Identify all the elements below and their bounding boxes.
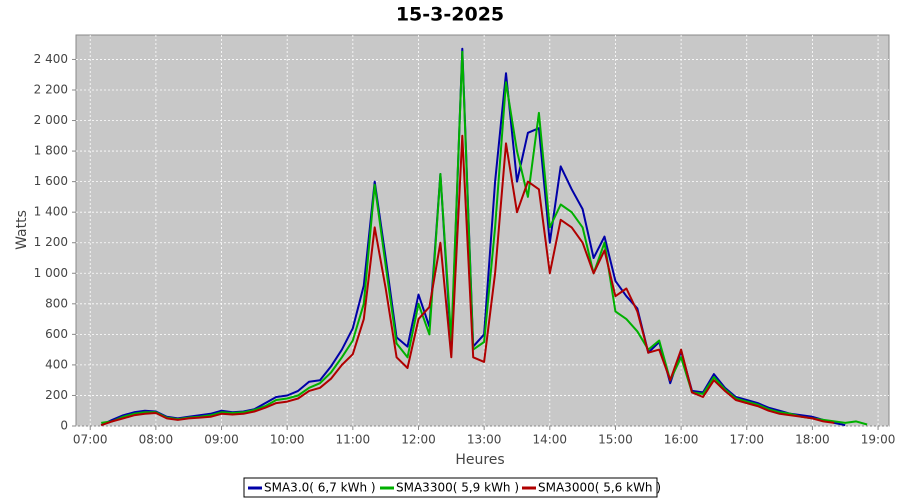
plot-area xyxy=(75,34,890,427)
y-tick-label: 1 400 xyxy=(34,205,68,219)
x-tick-label: 13:00 xyxy=(467,433,502,447)
y-tick-label: 1 600 xyxy=(34,174,68,188)
series-line xyxy=(101,50,868,426)
legend: SMA3.0( 6,7 kWh ) SMA3300( 5,9 kWh ) SMA30… xyxy=(243,477,661,498)
x-tick-label: 10:00 xyxy=(270,433,305,447)
x-tick-label: 11:00 xyxy=(336,433,371,447)
series-line xyxy=(100,134,835,427)
y-tick-label: 2 000 xyxy=(34,113,68,127)
y-tick-label: 200 xyxy=(45,388,68,402)
y-tick-label: 600 xyxy=(45,327,68,341)
x-axis-label: Heures xyxy=(455,452,504,468)
legend-label: SMA3.0( 6,7 kWh ) xyxy=(264,481,376,495)
x-tick-label: 09:00 xyxy=(204,433,239,447)
x-tick-label: 14:00 xyxy=(532,433,567,447)
legend-label: SMA3000( 5,6 kWh ) xyxy=(538,481,661,495)
legend-box xyxy=(243,477,658,498)
y-tick-label: 2 400 xyxy=(34,52,68,66)
legend-label: SMA3300( 5,9 kWh ) xyxy=(396,481,519,495)
y-tick-label: 1 800 xyxy=(34,144,68,158)
y-tick-label: 0 xyxy=(60,419,68,433)
x-tick-label: 12:00 xyxy=(401,433,436,447)
x-tick-label: 17:00 xyxy=(729,433,764,447)
y-tick-label: 400 xyxy=(45,357,68,371)
x-tick-label: 07:00 xyxy=(73,433,108,447)
x-tick-label: 19:00 xyxy=(861,433,896,447)
chart-title: 15-3-2025 xyxy=(396,4,504,26)
y-tick-label: 1 000 xyxy=(34,266,68,280)
y-tick-label: 1 200 xyxy=(34,235,68,249)
x-tick-label: 18:00 xyxy=(795,433,830,447)
y-tick-label: 2 200 xyxy=(34,82,68,96)
x-tick-label: 15:00 xyxy=(598,433,633,447)
y-axis-label: Watts xyxy=(14,210,30,250)
y-tick-label: 800 xyxy=(45,296,68,310)
x-tick-label: 08:00 xyxy=(139,433,174,447)
x-tick-label: 16:00 xyxy=(664,433,699,447)
